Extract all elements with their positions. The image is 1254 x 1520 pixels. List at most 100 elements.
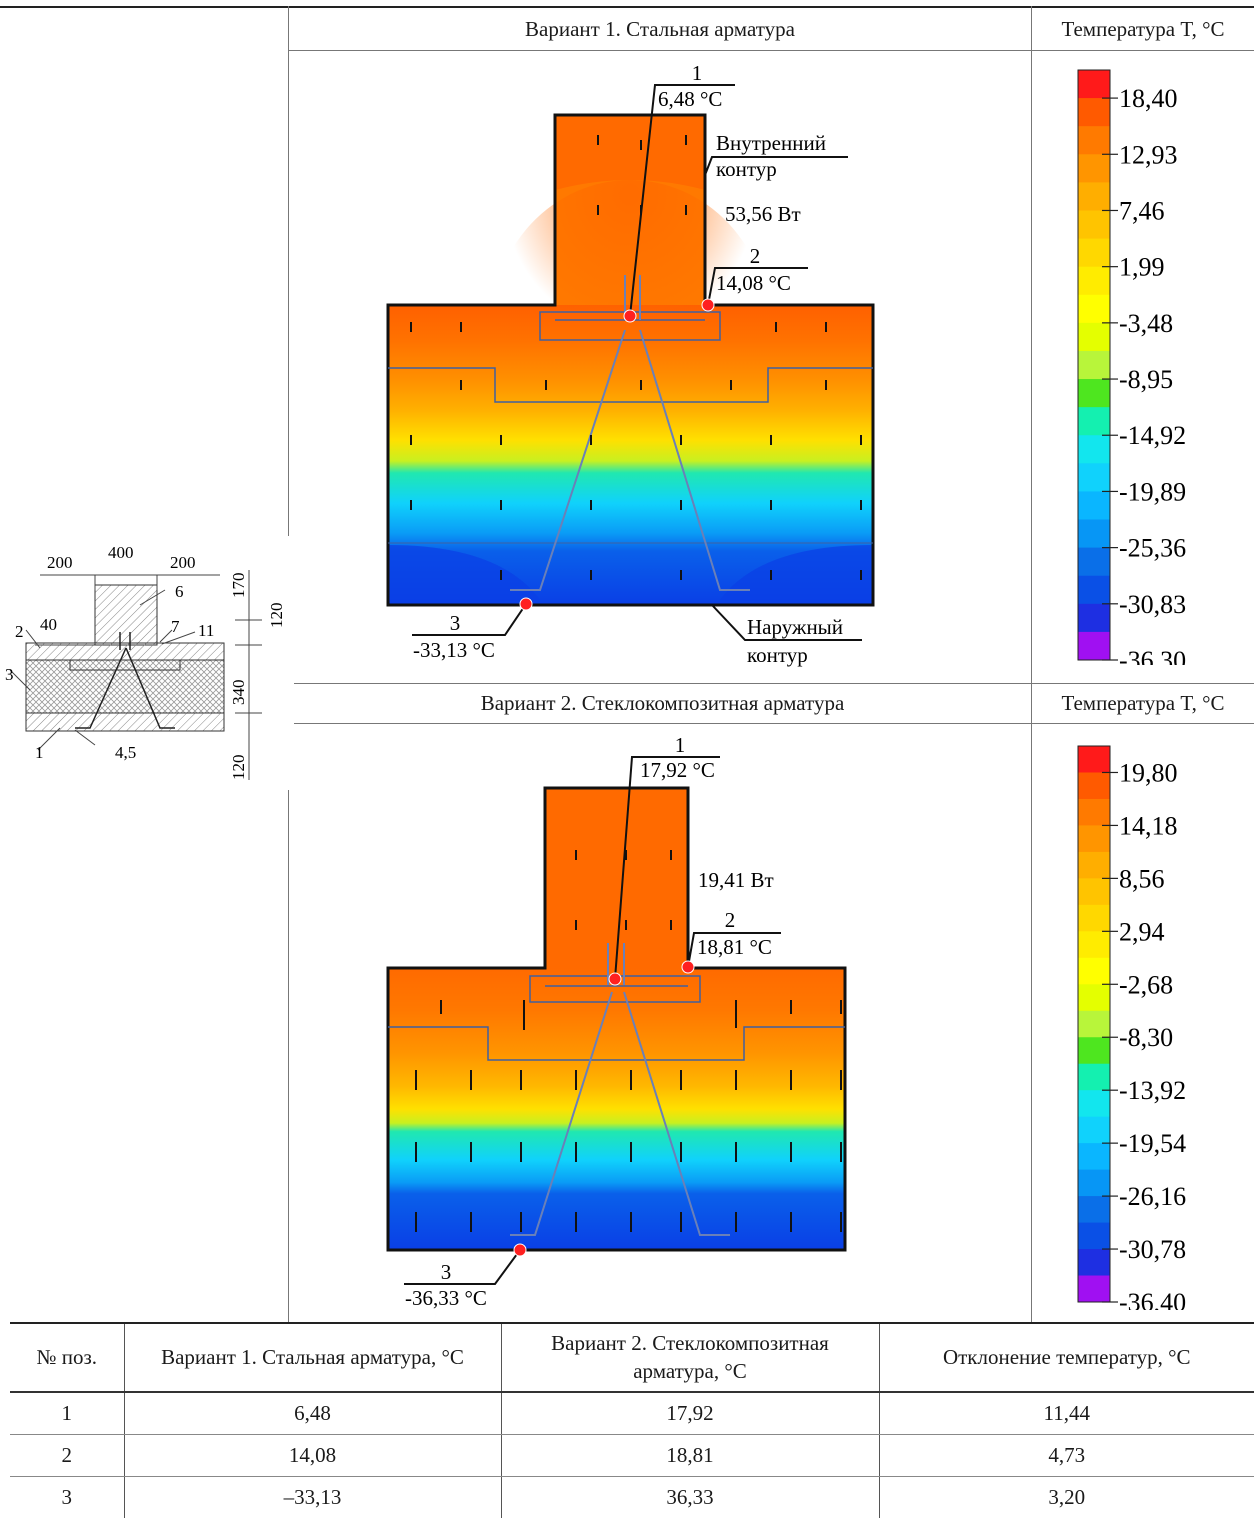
v2-heat-arrows — [415, 850, 842, 1232]
v1-inner-contour-1: Внутренний — [716, 131, 826, 155]
scale-swatch — [1078, 904, 1110, 932]
sketch-dim-340: 340 — [229, 680, 248, 706]
sketch-leaders — [9, 589, 196, 751]
v1-heat-flux: 53,56 Вт — [725, 202, 801, 226]
variant2-title: Вариант 2. Стеклокомпозитная арматура — [480, 691, 845, 715]
scale-swatch — [1078, 631, 1110, 661]
scale-label: 19,80 — [1119, 758, 1178, 787]
scale-label: -13,92 — [1119, 1076, 1186, 1105]
cell-position: 1 — [10, 1392, 124, 1435]
v1-point-2-marker — [701, 298, 715, 312]
v2-point-2-marker — [681, 960, 695, 974]
v1-cold-bulge — [388, 545, 873, 605]
sketch-insulation — [25, 659, 225, 714]
v2-point-1-number: 1 — [675, 735, 686, 757]
sketch-label-2: 2 — [15, 622, 24, 641]
scale-label: -2,68 — [1119, 970, 1173, 999]
v1-leader-2 — [707, 267, 808, 306]
scale-frame — [1077, 745, 1111, 1303]
scale-frame — [1077, 69, 1111, 661]
v1-leader-outer — [711, 604, 862, 641]
header-deviation: Отклонение температур, °C — [878, 1324, 1254, 1393]
header-variant1: Вариант 1. Стальная арматура, °C — [123, 1324, 501, 1393]
sketch-label-6: 6 — [175, 582, 184, 601]
sketch-label-11: 11 — [198, 621, 214, 640]
variant2-thermal-plot: 1 17,92 °C 2 18,81 °C 3 -36,33 °C 19,41 … — [386, 735, 847, 1310]
v1-rebar — [510, 275, 750, 591]
scale-swatch — [1078, 851, 1110, 879]
sketch-label-7: 7 — [171, 617, 180, 636]
sketch-dim-40: 40 — [40, 615, 57, 634]
left-border-upper — [288, 6, 289, 536]
v1-point-3-marker — [519, 597, 533, 611]
scale-label: 2,94 — [1119, 917, 1165, 946]
scale-swatch — [1078, 154, 1110, 183]
cell-position: 2 — [10, 1434, 124, 1477]
v2-point-1-marker — [608, 972, 622, 986]
v2-leader-1 — [614, 756, 720, 980]
v1-leader-1 — [629, 84, 735, 317]
scale-label: 7,46 — [1119, 196, 1165, 225]
sketch-dim-170: 170 — [229, 573, 248, 599]
cell-position: 3 — [61, 1484, 73, 1509]
cell-variant2: 36,33 — [500, 1476, 879, 1518]
sketch-dim-120-bottom: 120 — [229, 755, 248, 781]
scale-label: 8,56 — [1119, 864, 1165, 893]
scale-swatch — [1078, 1143, 1110, 1171]
cell-variant1: –33,13 — [123, 1476, 501, 1518]
scale-swatch — [1078, 1275, 1110, 1303]
v2-point-3-value: -36,33 °C — [405, 1286, 487, 1310]
scale-label: -30,78 — [1119, 1235, 1186, 1264]
sketch-dim-400: 400 — [108, 543, 134, 562]
v2-point-2-value: 18,81 °C — [697, 935, 772, 959]
v2-layer-step — [388, 1026, 845, 1061]
scale-label: -19,89 — [1119, 477, 1186, 506]
scale-label: -36,30 — [1119, 646, 1186, 665]
scale-label: -30,83 — [1119, 590, 1186, 619]
scale-swatch — [1078, 70, 1110, 99]
scale-divider — [1031, 6, 1032, 1322]
v2-leader-3 — [404, 1249, 521, 1285]
left-border-lower — [288, 790, 289, 1322]
scale-swatch — [1078, 294, 1110, 324]
v1-outer-contour-2: контур — [747, 643, 808, 667]
scale-swatch — [1078, 1169, 1110, 1197]
scale-swatch — [1078, 1196, 1110, 1224]
v1-point-1-marker — [623, 309, 637, 323]
variant2-scale-title: Температура T, °C — [1061, 691, 1225, 715]
sketch-label-4-5: 4,5 — [115, 743, 136, 762]
v2-rebar — [510, 943, 730, 1236]
v2-anchor-plate — [529, 975, 701, 1003]
scale-swatch — [1078, 547, 1110, 577]
scale-swatch — [1078, 772, 1110, 800]
scale-swatch — [1078, 798, 1110, 826]
scale-swatch — [1078, 435, 1110, 464]
scale-label: -3,48 — [1119, 309, 1173, 338]
v2-slab — [388, 968, 845, 1250]
cell-variant1: 6,48 — [123, 1392, 501, 1435]
v2-heat-flux: 19,41 Вт — [698, 868, 774, 892]
sketch-dim-200-right: 200 — [170, 553, 196, 572]
variant1-title: Вариант 1. Стальная арматура — [525, 17, 795, 41]
variant1-color-scale: 18,40 12,93 7,46 1,99 -3,48 -8,95 -14,92 -19,89… — [1077, 69, 1186, 665]
sketch-column — [94, 584, 158, 646]
scale-swatch — [1078, 878, 1110, 906]
v1-point-3-value: -33,13 °C — [413, 638, 495, 662]
cell-variant1: 14,08 — [123, 1434, 501, 1477]
v2-column — [545, 788, 688, 968]
cell-variant2: 18,81 — [500, 1434, 879, 1477]
scale-swatch — [1078, 322, 1110, 352]
v2-leader-2 — [687, 932, 781, 968]
scale-swatch — [1078, 98, 1110, 127]
scale-swatch — [1078, 519, 1110, 549]
scale-label: 1,99 — [1119, 253, 1165, 282]
v1-bridge-heat — [490, 180, 770, 480]
v2-scale-swatches — [1077, 745, 1111, 1303]
scale-swatch — [1078, 984, 1110, 1012]
scale-label: -36,40 — [1119, 1288, 1186, 1310]
sketch-step — [26, 659, 224, 671]
results-table: № поз. Вариант 1. Стальная арматура, °C … — [10, 1324, 1254, 1518]
v1-leader-3 — [412, 603, 527, 636]
sketch-label-1: 1 — [35, 743, 44, 762]
v1-point-2-number: 2 — [750, 244, 761, 268]
